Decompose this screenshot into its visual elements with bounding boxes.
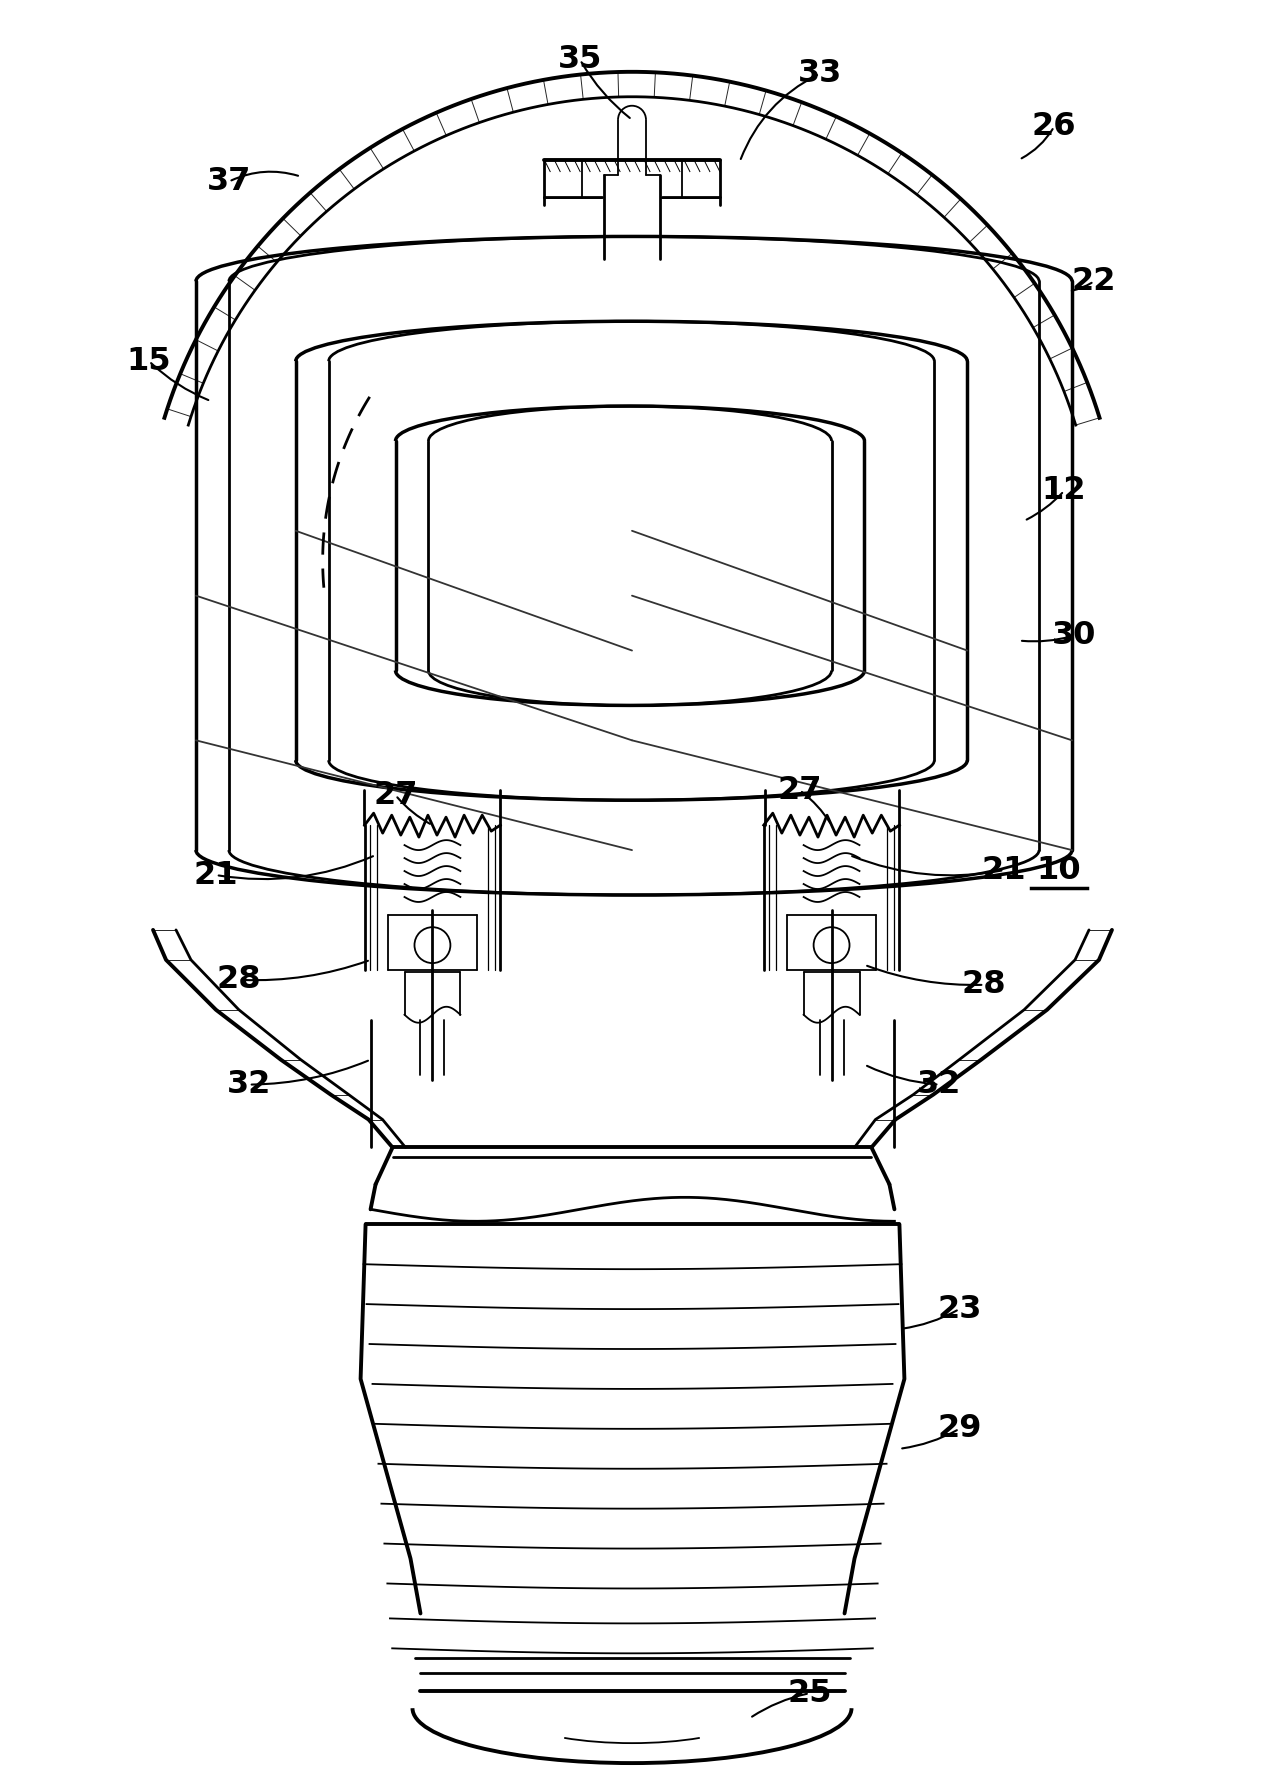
Text: 28: 28 xyxy=(216,965,261,995)
Text: 10: 10 xyxy=(1037,854,1082,886)
Text: 15: 15 xyxy=(126,345,171,377)
Text: 30: 30 xyxy=(1051,620,1097,650)
Text: 12: 12 xyxy=(1042,475,1087,506)
Text: 21: 21 xyxy=(982,854,1026,886)
Text: 22: 22 xyxy=(1071,266,1116,297)
Text: 25: 25 xyxy=(787,1678,832,1708)
Text: 32: 32 xyxy=(226,1069,271,1101)
Text: 33: 33 xyxy=(797,59,841,89)
Text: 35: 35 xyxy=(558,45,602,75)
Text: 27: 27 xyxy=(373,779,417,811)
Text: 21: 21 xyxy=(194,860,238,890)
Text: 23: 23 xyxy=(937,1294,982,1324)
Text: 27: 27 xyxy=(778,776,822,806)
Text: 26: 26 xyxy=(1032,111,1077,143)
Text: 32: 32 xyxy=(917,1069,961,1101)
Text: 28: 28 xyxy=(961,969,1007,1001)
Text: 37: 37 xyxy=(206,166,250,197)
Text: 29: 29 xyxy=(937,1414,982,1444)
